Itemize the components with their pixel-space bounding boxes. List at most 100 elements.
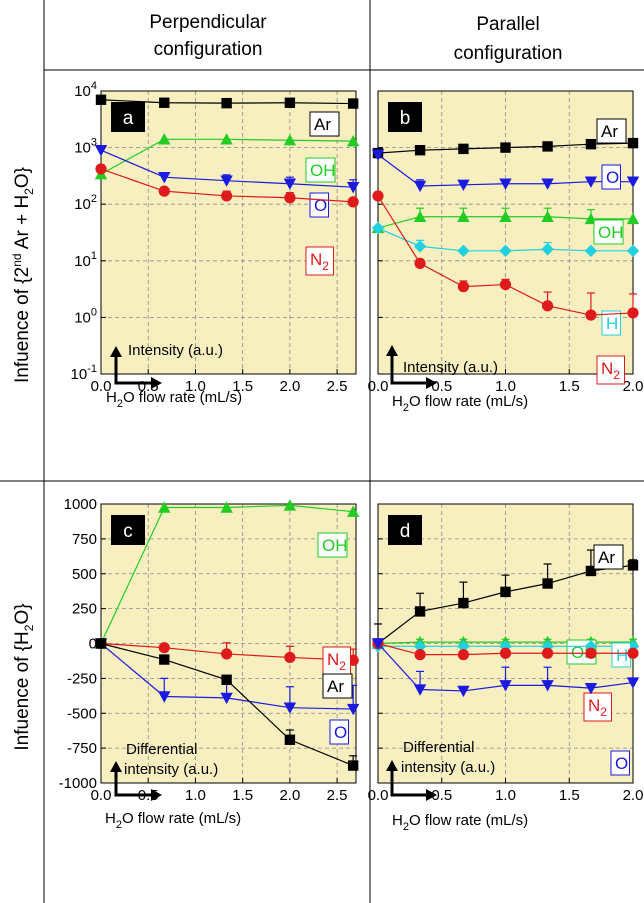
annotation-y-label: intensity (a.u.)	[401, 759, 495, 776]
data-point-H	[457, 244, 470, 258]
series-label-box-Ar	[322, 673, 353, 699]
x-tick-label: 2.0	[623, 787, 644, 804]
series-label-Ar: Ar	[598, 548, 615, 567]
data-point-N2	[499, 647, 512, 659]
data-point-O	[413, 180, 427, 193]
data-point-N2	[627, 647, 639, 659]
y-tick-exponent: 3	[91, 137, 97, 149]
series-label-OH: OH	[598, 223, 624, 242]
data-point-H	[499, 244, 512, 258]
series-label-box-Ar	[593, 544, 624, 570]
annotation-x-text: O flow rate (mL/s)	[409, 393, 528, 410]
y-tick-label: 101	[74, 250, 97, 270]
annotation-arrowhead-vertical	[386, 760, 398, 771]
row-header-top: Infuence of {2nd Ar + H2O}	[10, 167, 36, 383]
y-tick-label: 10-1	[71, 363, 97, 383]
data-point-O	[626, 677, 640, 689]
data-point-OH	[346, 505, 360, 517]
series-label-text: O	[606, 168, 619, 187]
data-point-Ar	[500, 142, 511, 153]
annotation-x-text: H	[106, 389, 117, 406]
y-tick-label: 102	[74, 193, 97, 213]
y-tick-label: 103	[74, 137, 97, 157]
data-point-N2	[585, 309, 597, 321]
x-tick-label: 1.0	[185, 378, 206, 395]
x-tick-label: 2.5	[327, 787, 348, 804]
panel-label: a	[123, 108, 134, 129]
x-tick-label: 1.0	[495, 787, 516, 804]
annotation-x-subscript: 2	[403, 821, 409, 833]
data-point-N2	[158, 185, 170, 197]
data-point-N2	[284, 651, 296, 664]
data-point-Ar	[414, 606, 426, 617]
y-tick-label: -1000	[59, 775, 97, 792]
data-point-OH	[499, 210, 512, 222]
x-tick-label: 1.5	[559, 378, 580, 395]
annotation-y-label: Differential	[126, 741, 197, 758]
series-label-OH: OH	[322, 536, 348, 555]
data-point-O	[541, 680, 554, 692]
y-tick-label: 100	[74, 306, 97, 326]
y-tick-base: 10	[74, 253, 91, 270]
annotation-arrowhead-horizontal	[151, 377, 162, 389]
y-tick-base: 10	[74, 140, 91, 157]
column-header-parallel-sub: configuration	[454, 43, 563, 64]
x-tick-label: 2.0	[279, 787, 300, 804]
data-point-O	[158, 691, 171, 703]
annotation-x-label: H2O flow rate (mL/s)	[392, 393, 528, 414]
series-label-text: O	[334, 723, 347, 742]
data-point-N2	[585, 647, 597, 659]
data-point-OH	[413, 210, 427, 222]
series-label-H: H	[616, 646, 628, 665]
y-tick-label: -250	[67, 670, 97, 687]
data-point-OH	[283, 499, 297, 511]
data-point-Ar	[284, 734, 296, 745]
series-label-Ar: Ar	[314, 115, 331, 134]
x-tick-label: 2.5	[327, 378, 348, 395]
series-label-N2: N2	[327, 650, 346, 673]
data-point-OH	[346, 134, 360, 147]
column-header-parallel: Parallel	[476, 14, 539, 35]
data-point-Ar	[95, 94, 107, 105]
series-label-box-OH	[593, 219, 624, 245]
series-label-box-OH	[305, 157, 336, 183]
data-point-N2	[284, 192, 296, 204]
series-label-subscript: 2	[600, 705, 607, 719]
data-point-H	[413, 240, 427, 253]
y-tick-exponent: 0	[91, 306, 97, 318]
annotation-y-label: Intensity (a.u.)	[128, 342, 223, 359]
data-point-OH	[158, 501, 171, 513]
series-label-text: O	[314, 196, 327, 215]
annotation-x-label: H2O flow rate (mL/s)	[392, 812, 528, 833]
data-point-O	[584, 176, 598, 188]
x-tick-label: 1.5	[232, 787, 253, 804]
data-point-OH	[220, 501, 233, 513]
chart-panels: 0.0 0.5 1.0 1.5 2.0 2.510410310210110010-1ArO…	[59, 80, 644, 833]
data-point-Ar	[159, 97, 170, 108]
data-point-Ar	[347, 98, 359, 109]
series-label-O: O	[615, 754, 628, 773]
annotation-x-text: H	[392, 812, 403, 829]
data-point-O	[499, 178, 512, 190]
series-label-text: O	[615, 754, 628, 773]
data-point-N2	[414, 257, 426, 269]
series-label-Ar: Ar	[601, 122, 618, 141]
x-tick-label: 0.5	[431, 787, 452, 804]
data-point-OH	[626, 212, 640, 225]
y-tick-label: 250	[72, 601, 97, 618]
data-point-Ar	[221, 674, 232, 685]
data-point-O	[346, 703, 360, 716]
data-point-N2	[627, 307, 639, 319]
x-tick-label: 1.5	[232, 378, 253, 395]
panel-label: d	[400, 521, 411, 542]
data-point-Ar	[627, 560, 639, 571]
data-point-O	[457, 685, 470, 698]
data-point-O	[541, 178, 554, 190]
data-point-O	[94, 144, 108, 157]
data-point-Ar	[284, 97, 296, 108]
data-point-H	[413, 640, 427, 653]
chart-panel-a: 0.0 0.5 1.0 1.5 2.0 2.510410310210110010-1ArO…	[71, 80, 360, 410]
column-header-perpendicular-sub: configuration	[154, 39, 263, 60]
series-label-text: OH	[310, 161, 336, 180]
